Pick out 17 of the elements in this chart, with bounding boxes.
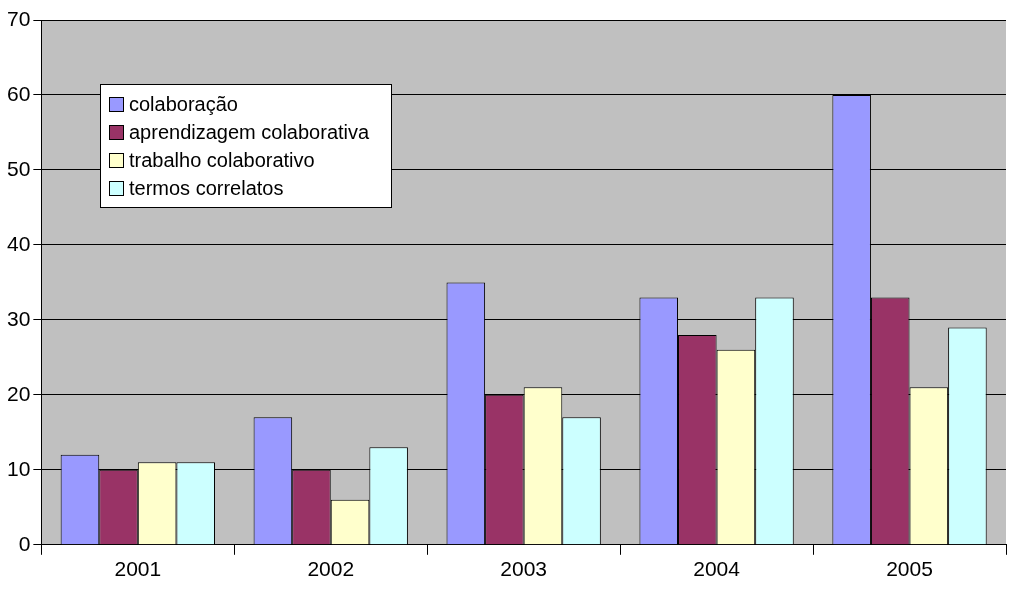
y-tick-label: 70 <box>7 6 31 30</box>
legend-label: trabalho colaborativo <box>129 148 315 173</box>
y-tick-label: 10 <box>7 456 31 480</box>
x-tick-label: 2001 <box>114 557 162 581</box>
y-tick-label: 30 <box>7 306 31 330</box>
x-tick-label: 2003 <box>500 557 548 581</box>
y-tick-label: 20 <box>7 381 31 405</box>
x-tick-label: 2002 <box>307 557 355 581</box>
y-tick-label: 40 <box>7 231 31 255</box>
legend-label: termos correlatos <box>129 176 284 201</box>
legend-label: colaboração <box>129 92 238 117</box>
y-tick-label: 60 <box>7 81 31 105</box>
x-tick-label: 2005 <box>886 557 933 581</box>
y-tick-label: 50 <box>7 156 31 180</box>
y-tick-label: 0 <box>18 531 31 555</box>
legend-label: aprendizagem colaborativa <box>129 120 370 145</box>
x-tick-label: 2004 <box>693 557 741 581</box>
